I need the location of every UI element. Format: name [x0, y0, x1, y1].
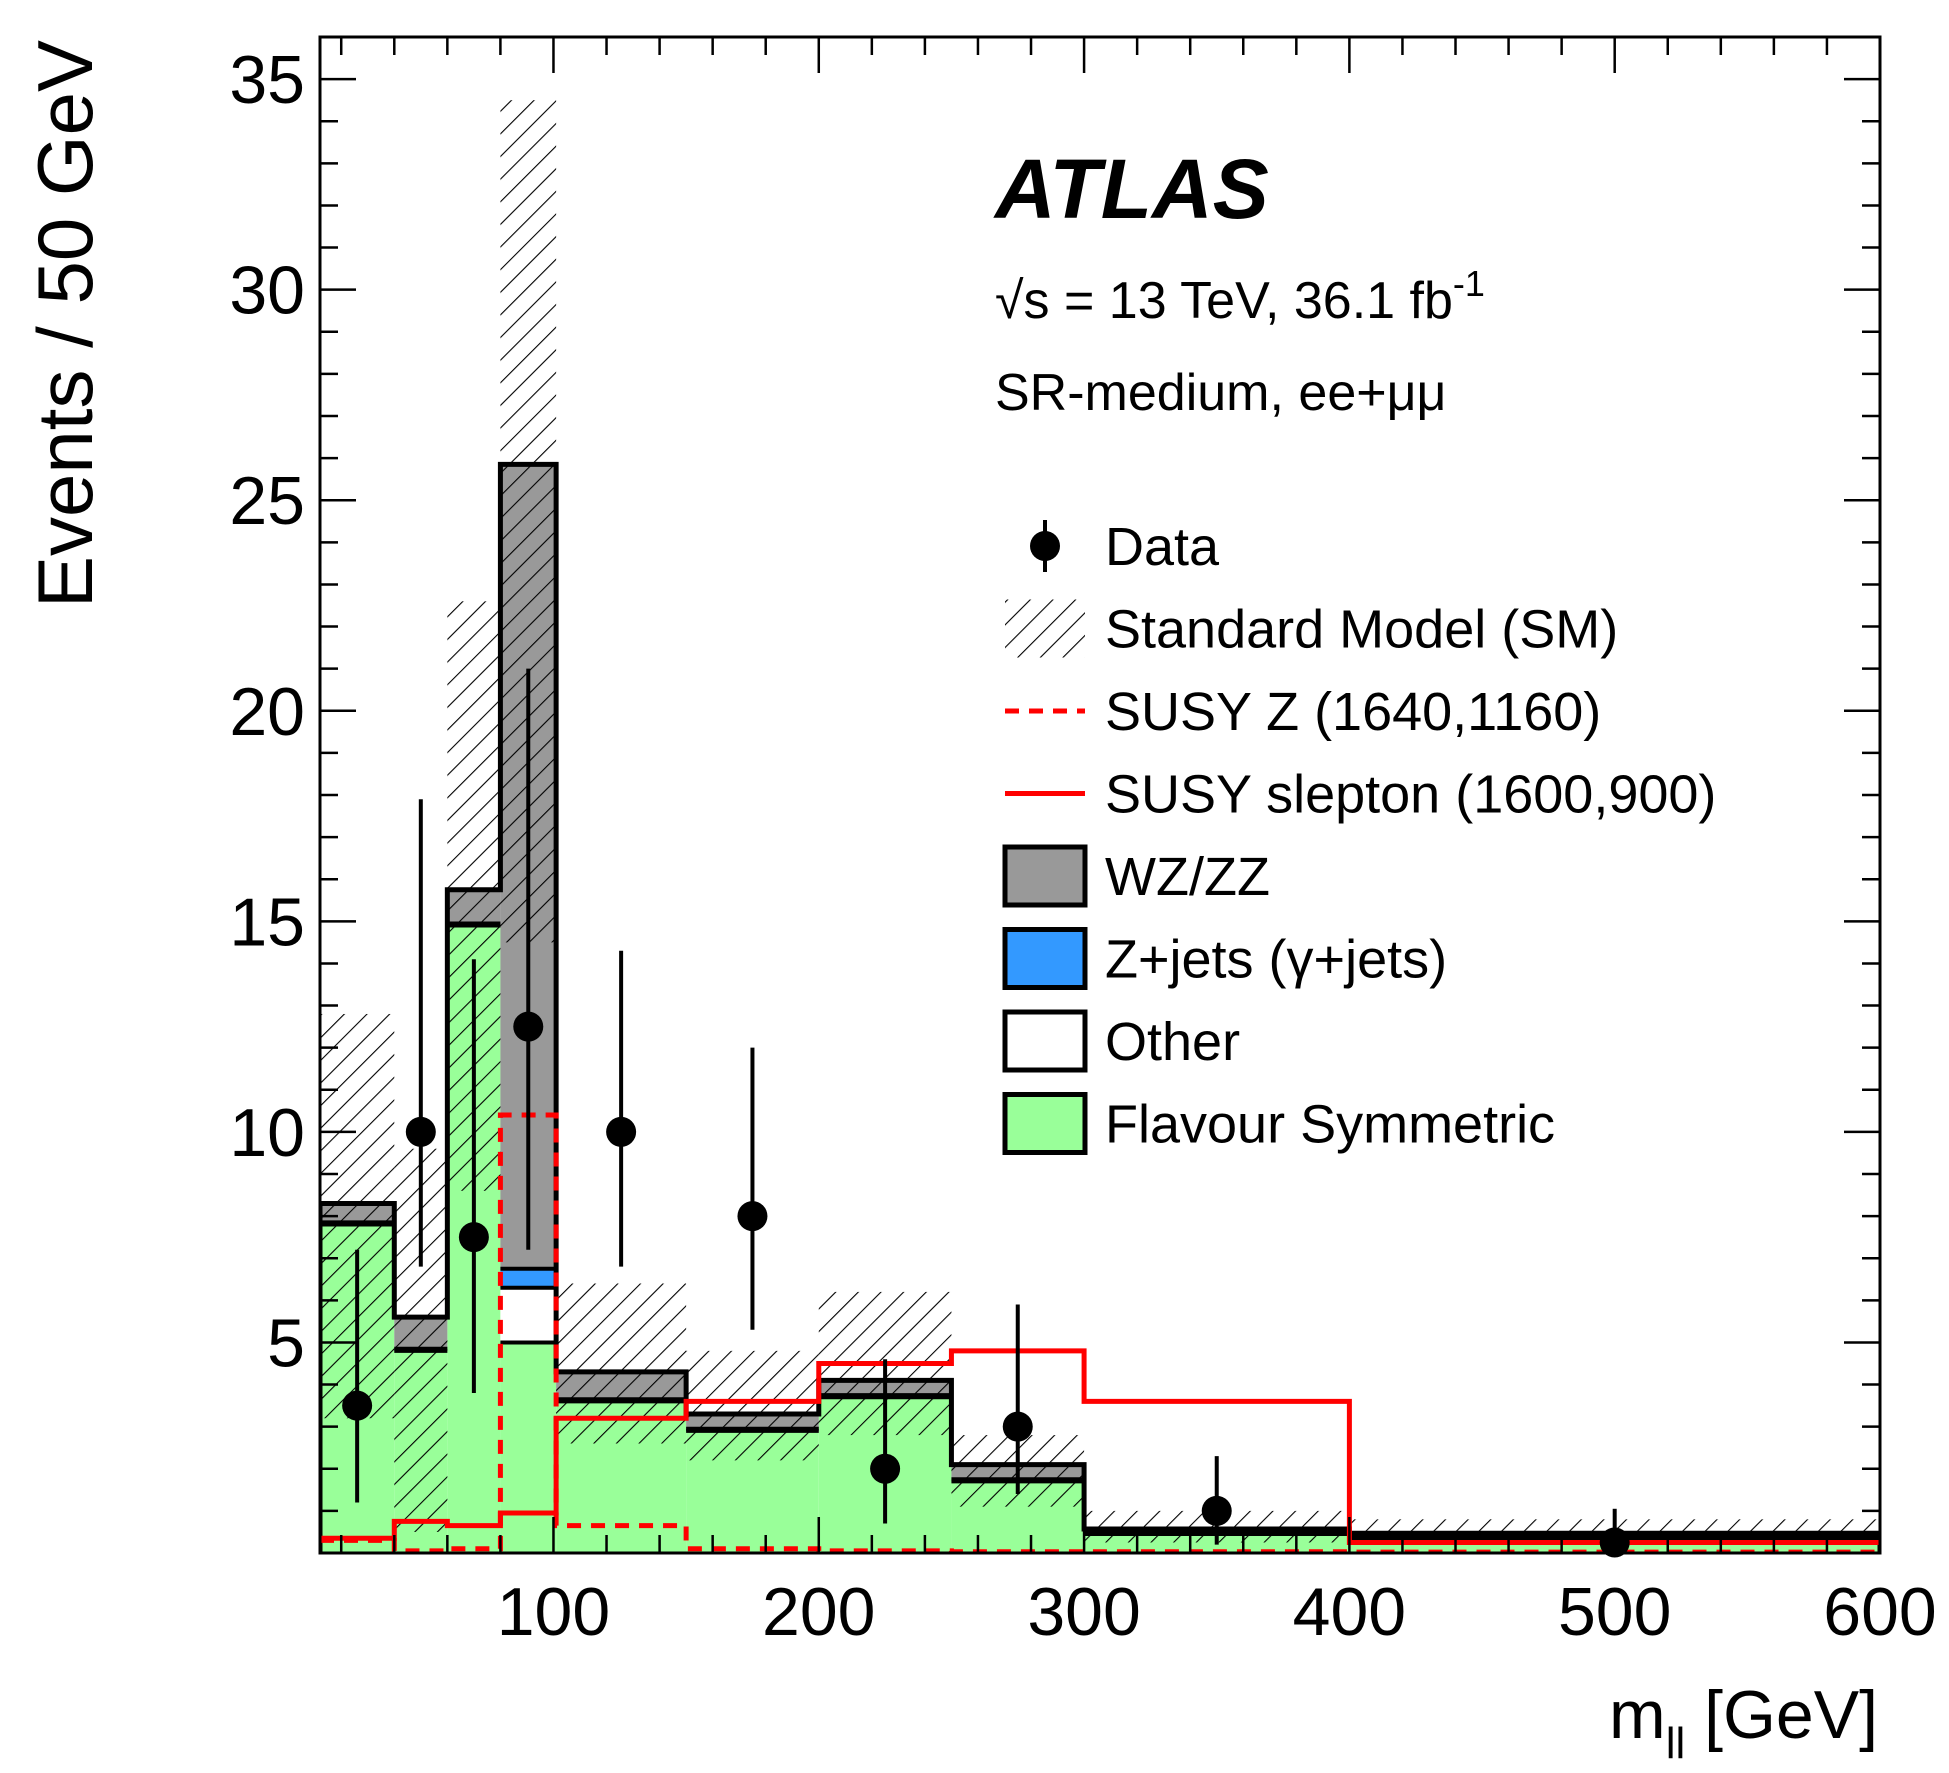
- data-points-layer: [342, 668, 1630, 1558]
- flavour-symmetric-bar: [500, 1342, 557, 1553]
- legend-wz-zz-label: WZ/ZZ: [1105, 847, 1270, 907]
- y-tick-label: 20: [229, 674, 305, 750]
- y-tick-label: 10: [229, 1095, 305, 1171]
- y-tick-label: 5: [267, 1305, 305, 1381]
- y-tick-label: 30: [229, 253, 305, 329]
- legend-flavour-symmetric-swatch: [1002, 1092, 1088, 1155]
- susy-lines-layer: [320, 1112, 1880, 1553]
- legend-data-label: Data: [1105, 517, 1220, 577]
- sqrt-symbol: √: [995, 272, 1024, 330]
- y-tick-label: 25: [229, 463, 305, 539]
- energy-text: s = 13 TeV, 36.1 fb: [1024, 272, 1453, 330]
- experiment-label: ATLAS: [993, 142, 1269, 236]
- legend-standard-model-sm-swatch: [1005, 599, 1085, 658]
- energy-superscript: -1: [1453, 263, 1485, 304]
- data-point: [513, 1011, 544, 1042]
- data-point: [1201, 1495, 1232, 1526]
- data-point: [342, 1390, 373, 1421]
- x-axis-label-sub: ll: [1666, 1719, 1686, 1768]
- x-axis-label: mll [GeV]: [1609, 1677, 1878, 1768]
- data-point: [606, 1116, 637, 1147]
- data-point: [1002, 1411, 1033, 1442]
- y-tick-label: 15: [229, 884, 305, 960]
- x-tick-label: 600: [1823, 1574, 1936, 1650]
- legend-flavour-symmetric-label: Flavour Symmetric: [1105, 1095, 1555, 1155]
- x-axis-label-main: m: [1609, 1677, 1666, 1753]
- other-bar: [500, 1287, 557, 1343]
- x-tick-label: 500: [1558, 1574, 1671, 1650]
- legend-other-swatch: [1002, 1009, 1088, 1073]
- axes: 100 200 300 400 500 600 5 10 15 20 25 30 35: [229, 35, 1937, 1650]
- legend-z-jets-jets-swatch: [1002, 927, 1088, 990]
- legend-standard-model-sm-label: Standard Model (SM): [1105, 600, 1618, 660]
- data-point: [737, 1201, 768, 1232]
- y-axis-label: Events / 50 GeV: [21, 40, 109, 608]
- data-point: [870, 1453, 901, 1484]
- z-jets-jets-bar: [500, 1268, 557, 1288]
- x-tick-label: 300: [1027, 1574, 1140, 1650]
- y-tick-label: 35: [229, 42, 305, 118]
- data-point: [405, 1116, 436, 1147]
- legend-wz-zz-swatch: [1002, 844, 1088, 908]
- legend-susy-z-1640-1160-label: SUSY Z (1640,1160): [1105, 682, 1601, 742]
- legend-susy-slepton-1600-900-label: SUSY slepton (1600,900): [1105, 765, 1716, 825]
- susy-slepton-line: [320, 1348, 1880, 1545]
- legend-data-marker: [1030, 531, 1060, 561]
- x-tick-label: 400: [1293, 1574, 1406, 1650]
- region-label: SR-medium, ee+μμ: [995, 364, 1447, 422]
- x-tick-label: 200: [762, 1574, 875, 1650]
- legend-other-label: Other: [1105, 1012, 1240, 1072]
- legend: Data Standard Model (SM) SUSY Z (1640,1160…: [1002, 517, 1716, 1155]
- sm-uncertainty-band: [686, 1350, 819, 1461]
- legend-z-jets-jets-label: Z+jets (γ+jets): [1105, 930, 1447, 990]
- x-tick-label: 100: [497, 1574, 610, 1650]
- x-axis-label-unit: [GeV]: [1685, 1677, 1878, 1753]
- data-point: [458, 1222, 489, 1253]
- energy-label: √s = 13 TeV, 36.1 fb-1: [995, 263, 1485, 330]
